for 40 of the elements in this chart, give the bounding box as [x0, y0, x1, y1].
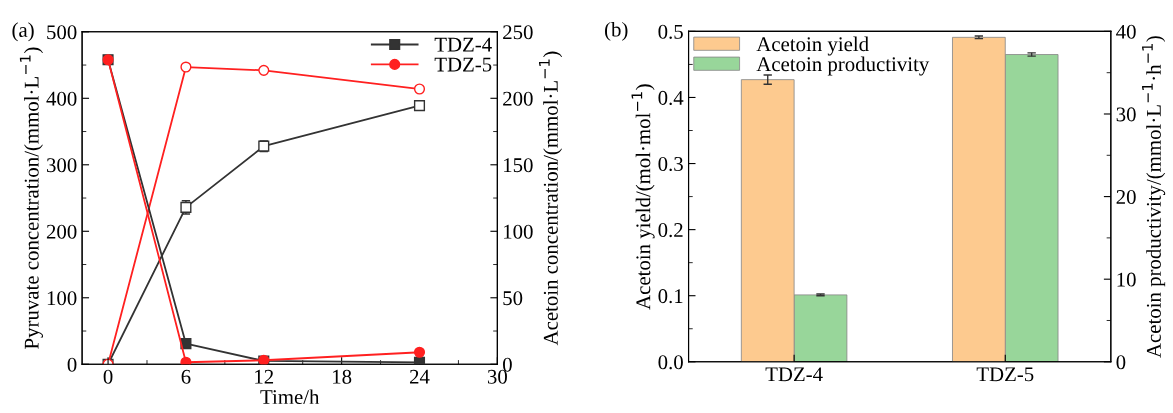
- legend-label: Acetoin yield: [756, 36, 869, 56]
- y-tick-label: 0.5: [658, 24, 683, 39]
- y2-tick-label: 150: [504, 158, 533, 173]
- x-tick-label: TDZ-5: [976, 367, 1034, 382]
- y2-tick-label: 200: [503, 91, 533, 106]
- y-tick-label: 500: [47, 25, 77, 40]
- y2-tick-label: 0: [1116, 355, 1126, 370]
- y-tick-label: 0.0: [658, 355, 683, 370]
- y2-tick-label: 50: [503, 291, 523, 306]
- y-tick-label: 100: [47, 291, 77, 306]
- text: (b): [605, 21, 628, 41]
- y-axis-title: Pyruvate concentration/(mmol·L$^{−1}$): [19, 47, 43, 349]
- y-tick-label: 0.1: [658, 289, 683, 304]
- x-tick-label: 12: [255, 369, 274, 384]
- y-tick-label: 0.3: [658, 156, 683, 172]
- x-axis-title: Time/h: [260, 389, 320, 405]
- legend-label: TDZ-5: [434, 57, 492, 72]
- x-tick-label: 0: [103, 369, 113, 384]
- x-tick-label: TDZ-4: [765, 367, 823, 382]
- legend-label: Acetoin productivity: [756, 56, 930, 76]
- y2-tick-label: 100: [504, 224, 533, 239]
- y-axis-title: Acetoin yield/(mol·mol$^{−1}$): [631, 84, 655, 310]
- x-tick-label: 18: [333, 369, 352, 384]
- text: (a): [12, 22, 34, 42]
- y-tick-label: 300: [46, 158, 77, 173]
- y2-axis-title: Acetoin productivity/(mmol·L$^{−1}$·h$^{−1}$): [1142, 36, 1166, 358]
- x-tick-label: 24: [409, 369, 430, 384]
- y-tick-label: 0.2: [658, 223, 683, 238]
- y-tick-label: 0.4: [658, 90, 684, 105]
- y2-tick-label: 30: [1116, 107, 1136, 122]
- y-tick-label: 200: [46, 224, 77, 239]
- y2-tick-label: 20: [1116, 189, 1136, 205]
- y-tick-label: 0: [67, 357, 77, 372]
- y2-tick-label: 250: [503, 25, 533, 40]
- y2-axis-title: Acetoin concentration/(mmol·L$^{−1}$): [539, 51, 563, 346]
- x-tick-label: 6: [181, 369, 191, 384]
- y-tick-label: 400: [46, 91, 77, 106]
- y2-tick-label: 10: [1117, 272, 1136, 287]
- y2-tick-label: 40: [1116, 24, 1136, 39]
- legend-label: TDZ-4: [434, 37, 492, 52]
